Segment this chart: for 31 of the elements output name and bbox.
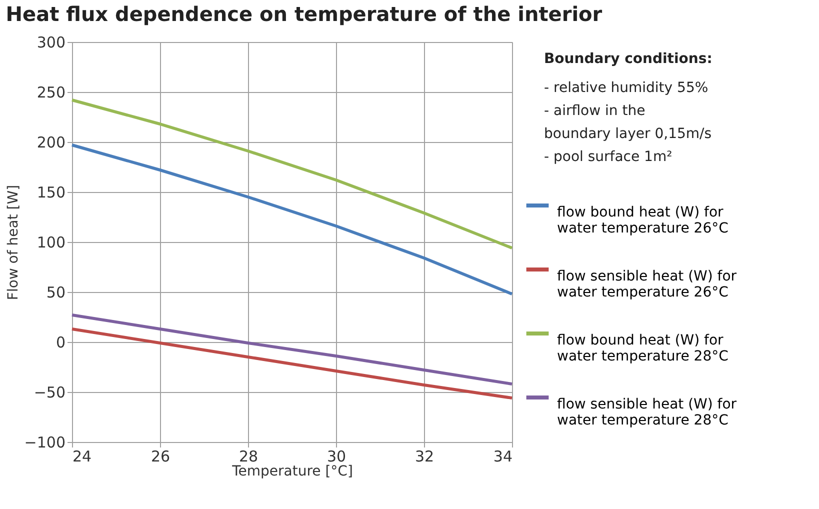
y-tick-label: 0	[56, 334, 66, 352]
x-tick-label: 28	[238, 448, 258, 466]
text: boundary layer 0,15m/s	[544, 126, 712, 142]
y-tick-label: 300	[36, 34, 66, 52]
y-axis-title: Flow of heat [W]	[5, 184, 22, 300]
y-tick-label: −100	[24, 434, 66, 452]
y-tick-label: −50	[34, 384, 66, 402]
text: - relative humidity 55%	[544, 80, 708, 96]
line-series	[70, 98, 514, 250]
x-tick-label: 30	[326, 448, 346, 466]
text: - airflow in the	[544, 103, 646, 119]
x-tick-label: 32	[414, 448, 434, 466]
line-series	[70, 144, 514, 296]
y-tick-label: 50	[46, 284, 66, 302]
text: - pool surface 1m²	[544, 149, 672, 165]
x-tick-label: 26	[150, 448, 170, 466]
legend-label: flow bound heat (W) for water temperature 28°C	[557, 332, 729, 364]
x-tick-label: 24	[72, 448, 92, 466]
legend-label: flow sensible heat (W) for water temperature 26°C	[557, 268, 737, 300]
y-tick-label: 200	[36, 134, 66, 152]
y-tick-label: 250	[36, 84, 66, 102]
y-tick-label: 150	[36, 184, 66, 202]
chart-title: Heat flux dependence on temperature of the interior	[6, 2, 602, 26]
x-axis-title: Temperature [°C]	[231, 464, 353, 480]
legend-label: flow bound heat (W) for water temperature 26°C	[557, 204, 729, 236]
text: Boundary conditions:	[544, 51, 712, 67]
line-series	[70, 328, 514, 400]
legend-label: flow sensible heat (W) for water temperature 28°C	[557, 396, 737, 428]
x-tick-label: 34	[493, 448, 512, 466]
y-tick-label: 100	[36, 234, 66, 252]
line-series	[70, 314, 514, 386]
